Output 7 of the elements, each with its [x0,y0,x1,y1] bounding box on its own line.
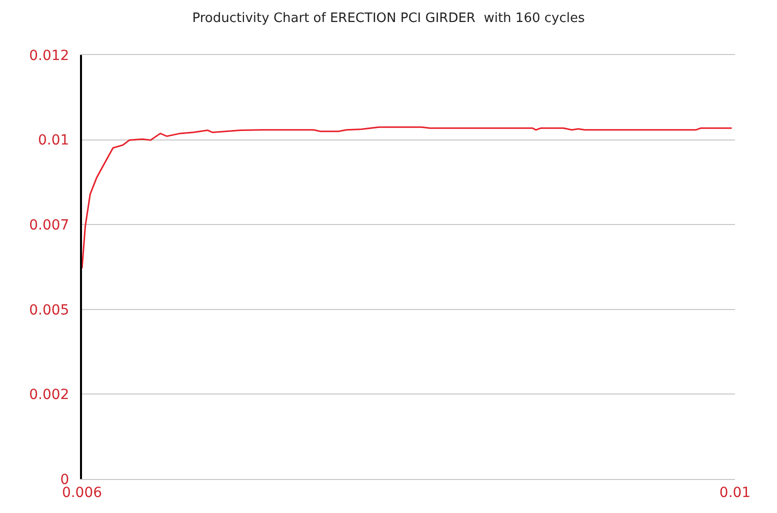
y-tick-label: 0.01 [38,132,70,149]
y-tick-label: 0.012 [29,48,70,64]
line-series [82,126,732,270]
y-tick-label: 0.005 [29,302,70,318]
y-tick-label: 0.002 [29,387,70,404]
chart-title: Productivity Chart of ERECTION PCI GIRDER with 160 cycles [192,10,585,26]
y-tick-label: 0.007 [29,218,70,234]
